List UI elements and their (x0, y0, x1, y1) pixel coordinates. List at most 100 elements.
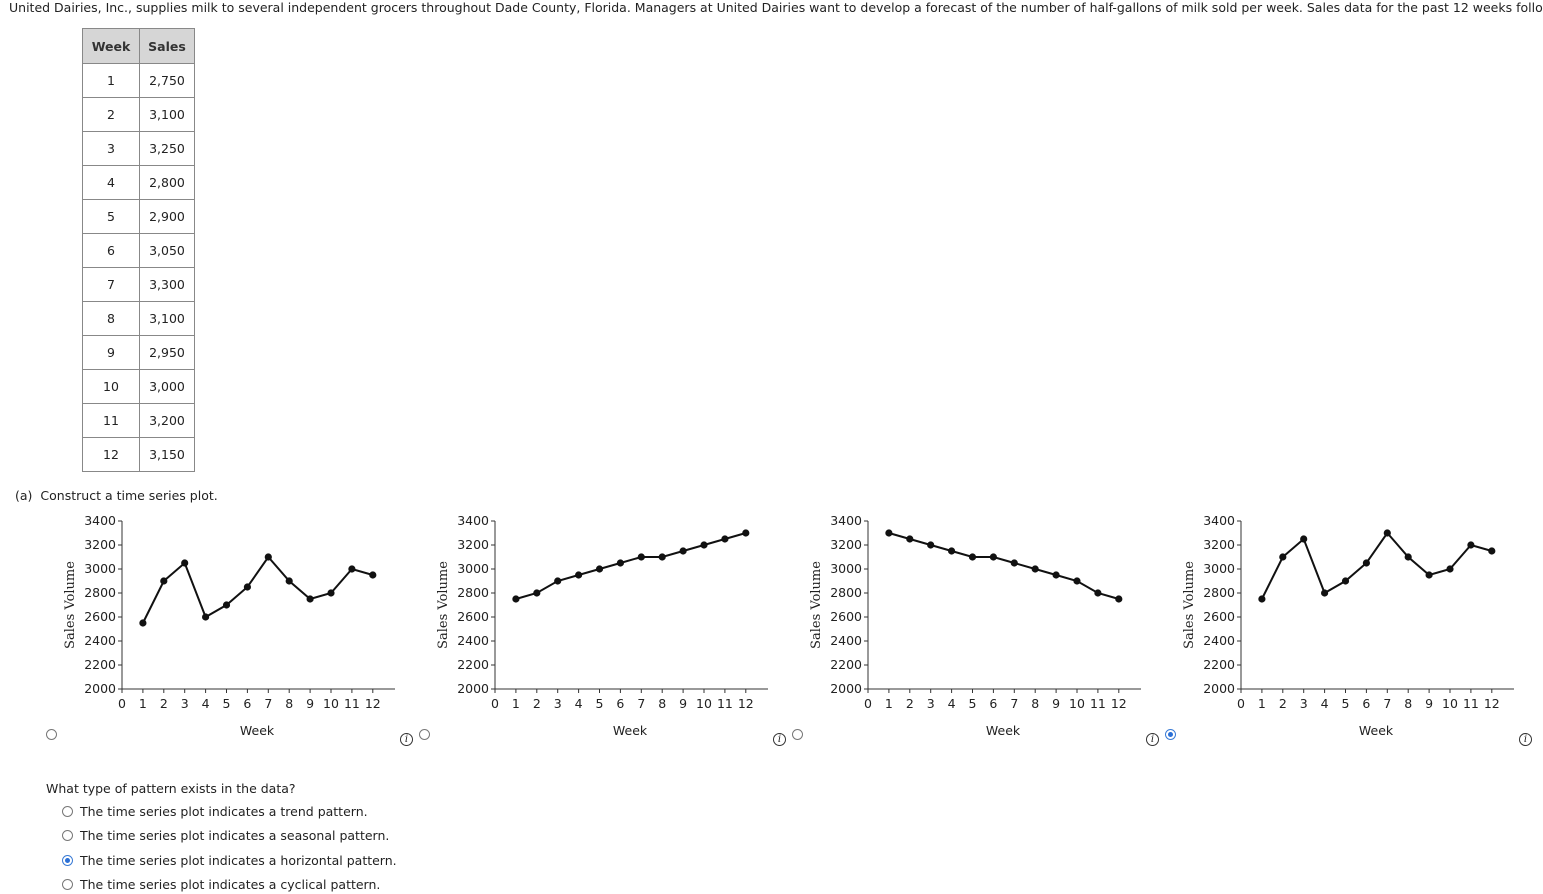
y-tick-label: 2200 (830, 657, 862, 672)
plot-option-radio-2[interactable] (419, 729, 430, 740)
pattern-option-label: The time series plot indicates a trend p… (80, 804, 368, 819)
x-tick-label: 5 (596, 696, 604, 711)
x-tick-label: 1 (1258, 696, 1266, 711)
x-tick-label: 4 (575, 696, 583, 711)
x-tick-label: 9 (1052, 696, 1060, 711)
x-axis-label: Week (240, 723, 275, 738)
y-tick-label: 3000 (457, 561, 489, 576)
sales-cell: 3,000 (139, 369, 195, 404)
y-tick-label: 3200 (1203, 537, 1235, 552)
info-icon[interactable]: i (1519, 733, 1532, 746)
x-tick-label: 0 (118, 696, 126, 711)
x-tick-label: 2 (1279, 696, 1287, 711)
week-cell: 4 (82, 165, 140, 200)
pattern-option-radio[interactable] (62, 855, 73, 866)
y-tick-label: 2200 (84, 657, 116, 672)
data-point (306, 595, 314, 603)
data-point (512, 595, 520, 603)
plot-option-radio-3[interactable] (792, 729, 803, 740)
x-tick-label: 8 (1404, 696, 1412, 711)
table-row: 1 2,750 (82, 63, 195, 98)
x-tick-label: 5 (969, 696, 977, 711)
part-a-tag: (a) (15, 488, 33, 503)
table-row: 10 3,000 (82, 369, 195, 404)
y-tick-label: 2000 (457, 681, 489, 696)
sales-cell: 3,300 (139, 267, 195, 302)
data-point (906, 535, 914, 543)
table-row: 5 2,900 (82, 199, 195, 234)
y-tick-label: 3200 (84, 537, 116, 552)
pattern-option-radio[interactable] (62, 830, 73, 841)
data-point (989, 553, 997, 561)
info-icon[interactable]: i (773, 733, 786, 746)
pattern-option-radio[interactable] (62, 879, 73, 890)
x-tick-label: 6 (243, 696, 251, 711)
plot-option-radio-1[interactable] (46, 729, 57, 740)
y-tick-label: 3000 (1203, 561, 1235, 576)
data-point (1341, 577, 1350, 585)
x-tick-label: 3 (181, 696, 189, 711)
pattern-option-label: The time series plot indicates a seasona… (80, 828, 390, 843)
y-tick-label: 2400 (457, 633, 489, 648)
x-tick-label: 1 (512, 696, 520, 711)
y-tick-label: 2600 (1203, 609, 1235, 624)
data-point (742, 529, 750, 537)
x-tick-label: 9 (679, 696, 687, 711)
x-tick-label: 3 (1300, 696, 1308, 711)
x-tick-label: 8 (1031, 696, 1039, 711)
table-row: 12 3,150 (82, 437, 195, 472)
plot-option-radio-4[interactable] (1165, 729, 1176, 740)
data-point (658, 553, 666, 561)
data-point (575, 571, 583, 579)
y-tick-label: 2600 (830, 609, 862, 624)
week-cell: 6 (82, 233, 140, 268)
series-line (1261, 531, 1493, 600)
table-row: 3 3,250 (82, 131, 195, 166)
x-tick-label: 9 (306, 696, 314, 711)
data-point (700, 541, 708, 549)
x-tick-label: 2 (906, 696, 914, 711)
week-cell: 9 (82, 335, 140, 370)
sales-table: Week Sales 1 2,750 2 3,100 3 3,250 4 2,800 5 2,90… (82, 28, 195, 472)
week-cell: 10 (82, 369, 140, 404)
week-cell: 2 (82, 97, 140, 132)
table-row: 7 3,300 (82, 267, 195, 302)
pattern-option-label: The time series plot indicates a cyclica… (80, 877, 381, 892)
y-tick-label: 2800 (457, 585, 489, 600)
x-tick-label: 12 (365, 696, 381, 711)
sales-cell: 3,100 (139, 97, 195, 132)
x-tick-label: 9 (1425, 696, 1433, 711)
x-tick-label: 5 (223, 696, 231, 711)
table-row: 8 3,100 (82, 301, 195, 336)
header-week: Week (82, 28, 140, 64)
pattern-option-radio[interactable] (62, 806, 73, 817)
table-row: 6 3,050 (82, 233, 195, 268)
data-point (1300, 535, 1308, 543)
data-point (1383, 529, 1391, 537)
x-tick-label: 7 (1010, 696, 1018, 711)
data-point (1052, 571, 1060, 579)
data-point (202, 613, 210, 621)
week-cell: 5 (82, 199, 140, 234)
sales-cell: 3,250 (139, 131, 195, 166)
data-point (222, 601, 231, 609)
x-tick-label: 8 (658, 696, 666, 711)
data-point (348, 565, 356, 573)
data-point (721, 535, 729, 543)
x-tick-label: 8 (285, 696, 293, 711)
sales-cell: 3,150 (139, 437, 195, 472)
week-cell: 11 (82, 403, 140, 438)
data-point (1467, 541, 1475, 549)
table-row: 9 2,950 (82, 335, 195, 370)
info-icon[interactable]: i (400, 733, 413, 746)
pattern-question: What type of pattern exists in the data? (46, 781, 296, 796)
data-point (1404, 553, 1412, 561)
week-cell: 7 (82, 267, 140, 302)
x-tick-label: 6 (1362, 696, 1370, 711)
y-axis-label: Sales Volume (809, 561, 824, 649)
info-icon[interactable]: i (1146, 733, 1159, 746)
x-tick-label: 3 (554, 696, 562, 711)
x-tick-label: 12 (738, 696, 754, 711)
y-tick-label: 2600 (457, 609, 489, 624)
